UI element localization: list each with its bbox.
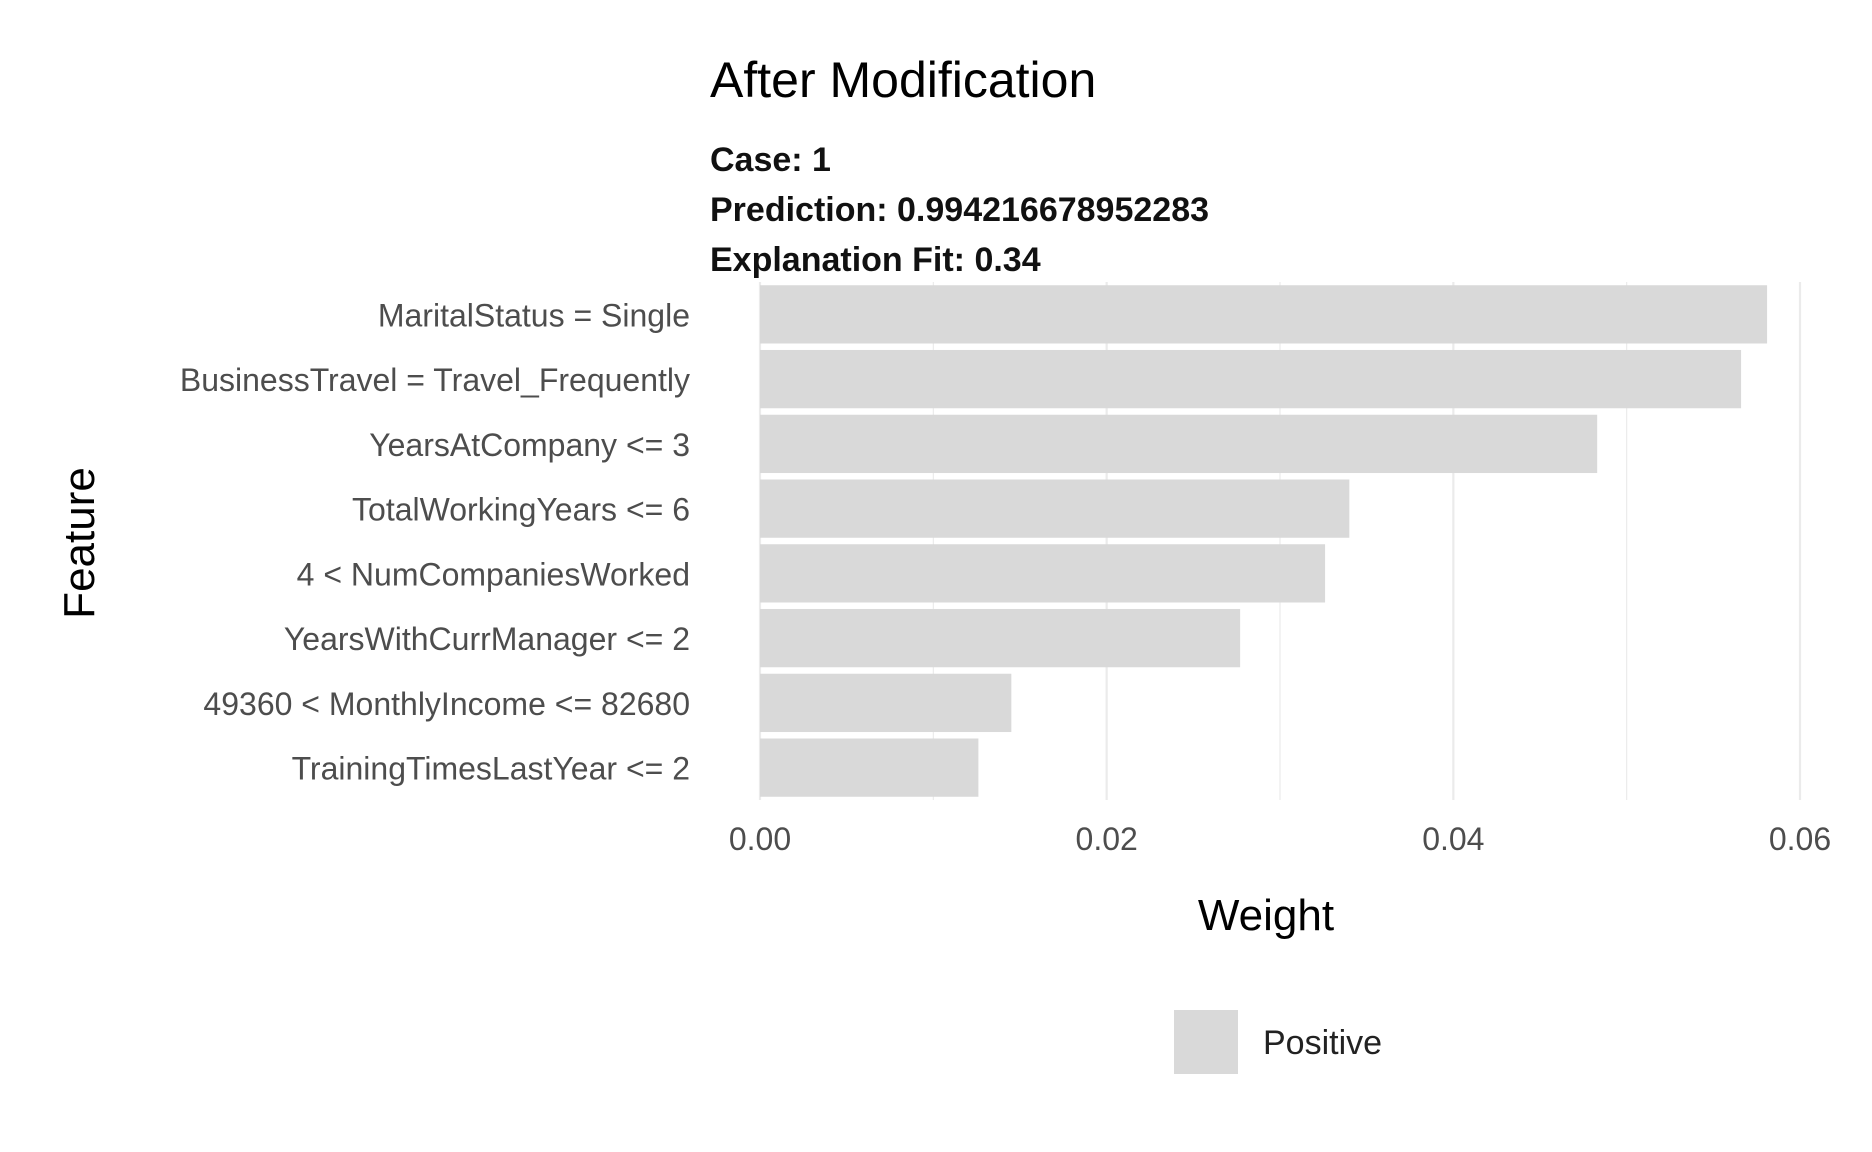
subtitle-case: Case: 1 [710, 141, 831, 179]
x-tick-labels: 0.00 0.02 0.04 0.06 [729, 821, 1831, 857]
y-tick-label: YearsWithCurrManager <= 2 [284, 621, 690, 657]
y-tick-label: TotalWorkingYears <= 6 [352, 492, 690, 528]
bar [760, 673, 1012, 733]
x-tick-label: 0.00 [729, 821, 791, 857]
subtitle-explanation-fit: Explanation Fit: 0.34 [710, 241, 1041, 279]
x-tick-label: 0.02 [1076, 821, 1138, 857]
y-tick-label: 4 < NumCompaniesWorked [297, 556, 690, 592]
bar [760, 349, 1742, 409]
bar [760, 608, 1241, 668]
bar [760, 285, 1768, 344]
y-axis-title: Feature [55, 467, 104, 619]
y-tick-label: BusinessTravel = Travel_Frequently [180, 362, 690, 398]
y-tick-labels: MaritalStatus = Single BusinessTravel = T… [180, 297, 690, 786]
y-tick-label: 49360 < MonthlyIncome <= 82680 [203, 686, 690, 722]
x-tick-label: 0.06 [1769, 821, 1831, 857]
bar [760, 738, 979, 797]
y-tick-label: TrainingTimesLastYear <= 2 [292, 751, 690, 787]
bar [760, 544, 1326, 603]
x-axis-title: Weight [1198, 891, 1334, 940]
subtitle-prediction: Prediction: 0.994216678952283 [710, 191, 1209, 229]
bars [760, 285, 1768, 797]
bar [760, 479, 1350, 538]
x-tick-label: 0.04 [1422, 821, 1484, 857]
legend: Positive [1174, 1010, 1382, 1074]
y-tick-label: YearsAtCompany <= 3 [369, 427, 690, 463]
bar [760, 414, 1598, 474]
legend-key-swatch [1174, 1010, 1238, 1074]
chart-title: After Modification [710, 52, 1096, 108]
y-tick-label: MaritalStatus = Single [378, 297, 690, 333]
legend-label: Positive [1263, 1024, 1382, 1062]
